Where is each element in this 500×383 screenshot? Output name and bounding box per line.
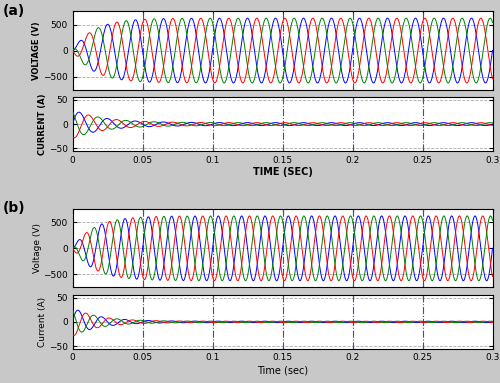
Y-axis label: CURRENT (A): CURRENT (A)	[38, 93, 47, 155]
Text: (b): (b)	[3, 201, 26, 216]
Y-axis label: VOLTAGE (V): VOLTAGE (V)	[32, 21, 42, 80]
X-axis label: TIME (SEC): TIME (SEC)	[252, 167, 312, 177]
Y-axis label: Current (A): Current (A)	[38, 297, 47, 347]
Y-axis label: Voltage (V): Voltage (V)	[32, 223, 42, 273]
Text: (a): (a)	[3, 4, 26, 18]
X-axis label: Time (sec): Time (sec)	[257, 365, 308, 375]
